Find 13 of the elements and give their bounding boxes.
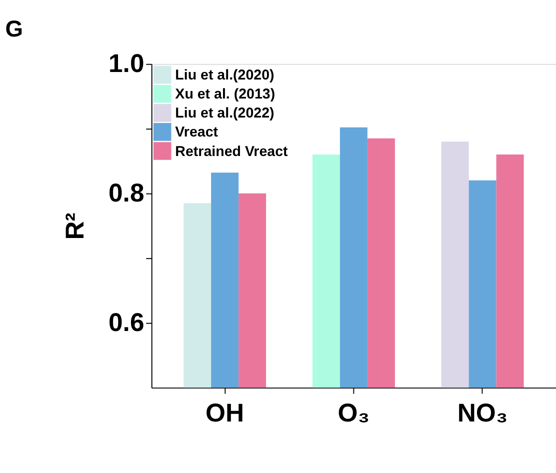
y-axis-title: R²: [62, 212, 90, 240]
chart-title: G: [5, 15, 23, 42]
legend-label: Retrained Vreact: [175, 144, 288, 160]
y-tick-label: 0.8: [108, 179, 144, 208]
x-tick-label: NO₃: [457, 399, 508, 428]
y-tick-label: 1.0: [108, 50, 144, 78]
legend-label: Liu et al.(2020): [175, 68, 275, 84]
x-tick-label: O₃: [338, 399, 370, 428]
legend-label: Xu et al. (2013): [175, 86, 276, 103]
y-tick-label: 0.6: [108, 308, 144, 337]
legend-label: Liu et al.(2022): [175, 106, 275, 122]
x-tick-label: OH: [206, 399, 244, 428]
legend-label: Vreact: [175, 124, 218, 141]
